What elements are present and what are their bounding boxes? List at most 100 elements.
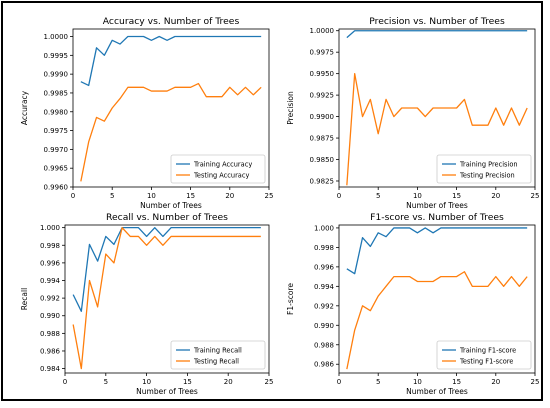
legend-label: Testing Precision bbox=[459, 172, 515, 180]
legend-label: Training Precision bbox=[459, 161, 518, 169]
chart-panel-4: F1-score vs. Number of Trees 0 5 10 15 20 25 Nu… bbox=[286, 212, 539, 396]
x-tick-label: 25 bbox=[531, 192, 540, 200]
x-tick-label: 0 bbox=[71, 192, 75, 200]
series-line-testing-recall bbox=[72, 226, 261, 370]
y-tick-label: 0.998 bbox=[314, 244, 334, 252]
legend-label: Testing F1-score bbox=[459, 358, 513, 366]
y-tick-label: 0.994 bbox=[40, 277, 61, 285]
legend-label: Training F1-score bbox=[459, 347, 516, 355]
series-line-testing-precision bbox=[346, 73, 528, 186]
y-axis-label: Precision bbox=[286, 91, 295, 125]
x-axis-label: Number of Trees bbox=[406, 201, 468, 210]
y-tick-label: 0.996 bbox=[40, 259, 61, 267]
y-tick-label: 0.9965 bbox=[44, 165, 69, 173]
y-tick-label: 0.9975 bbox=[310, 49, 335, 57]
y-tick-label: 0.9975 bbox=[44, 127, 69, 135]
legend: Training Precision Testing Precision bbox=[436, 154, 532, 184]
x-tick-label: 15 bbox=[452, 192, 461, 200]
y-tick-label: 0.9825 bbox=[310, 177, 335, 185]
chart-title: Accuracy vs. Number of Trees bbox=[103, 16, 240, 27]
x-tick-label: 15 bbox=[186, 192, 195, 200]
x-tick-label: 10 bbox=[147, 192, 156, 200]
y-tick-label: 0.998 bbox=[40, 242, 60, 250]
y-tick-label: 1.000 bbox=[40, 224, 60, 232]
x-tick-label: 5 bbox=[376, 378, 380, 386]
y-tick-label: 0.9875 bbox=[310, 135, 335, 143]
y-tick-label: 0.9970 bbox=[44, 146, 69, 154]
y-tick-label: 0.994 bbox=[314, 283, 335, 291]
chart-title: Recall vs. Number of Trees bbox=[106, 212, 228, 223]
y-tick-label: 0.990 bbox=[314, 322, 334, 330]
y-tick-label: 0.9985 bbox=[44, 89, 69, 97]
x-tick-label: 0 bbox=[63, 378, 67, 386]
x-axis-label: Number of Trees bbox=[406, 387, 468, 396]
x-tick-label: 0 bbox=[337, 378, 341, 386]
x-tick-label: 20 bbox=[491, 378, 500, 386]
y-axis-label: F1-score bbox=[286, 283, 295, 315]
series-line-training-precision bbox=[346, 30, 528, 39]
y-tick-label: 0.9980 bbox=[44, 108, 69, 116]
y-tick-label: 0.9960 bbox=[44, 184, 69, 192]
legend-box bbox=[436, 154, 532, 184]
x-tick-label: 25 bbox=[265, 192, 274, 200]
y-tick-label: 0.984 bbox=[40, 365, 61, 373]
y-tick-label: 0.9995 bbox=[44, 52, 69, 60]
x-tick-label: 25 bbox=[531, 378, 540, 386]
series-line-testing-accuracy bbox=[80, 82, 262, 182]
x-tick-label: 20 bbox=[491, 192, 500, 200]
chart-title: Precision vs. Number of Trees bbox=[369, 16, 505, 27]
y-tick-label: 0.988 bbox=[314, 341, 334, 349]
y-tick-label: 0.986 bbox=[40, 347, 61, 355]
chart-panel-1: Accuracy vs. Number of Trees 0 5 10 15 20 25 Nu… bbox=[20, 16, 273, 210]
y-tick-label: 0.986 bbox=[314, 361, 335, 369]
y-tick-label: 0.9850 bbox=[310, 156, 335, 164]
figure-frame: Accuracy vs. Number of Trees 0 5 10 15 20 25 Nu… bbox=[1, 1, 543, 401]
legend-box bbox=[436, 340, 532, 370]
x-tick-label: 15 bbox=[452, 378, 461, 386]
x-tick-label: 20 bbox=[224, 378, 233, 386]
y-tick-label: 1.000 bbox=[314, 224, 334, 232]
y-tick-label: 0.9990 bbox=[44, 71, 69, 79]
series-line-training-recall bbox=[72, 226, 261, 312]
legend: Training Accuracy Testing Accuracy bbox=[170, 154, 266, 184]
y-tick-label: 0.9950 bbox=[310, 70, 335, 78]
legend: Training F1-score Testing F1-score bbox=[436, 340, 532, 370]
x-axis-label: Number of Trees bbox=[140, 201, 202, 210]
x-tick-label: 5 bbox=[104, 378, 108, 386]
x-tick-label: 20 bbox=[225, 192, 234, 200]
x-tick-label: 25 bbox=[265, 378, 274, 386]
x-tick-label: 0 bbox=[337, 192, 341, 200]
series-line-training-accuracy bbox=[80, 35, 262, 87]
chart-panel-2: Precision vs. Number of Trees 0 5 10 15 20 25 N… bbox=[286, 16, 539, 210]
y-tick-label: 0.996 bbox=[314, 263, 335, 271]
legend-box bbox=[170, 154, 266, 184]
y-tick-label: 0.992 bbox=[314, 302, 334, 310]
x-tick-label: 5 bbox=[110, 192, 114, 200]
x-tick-label: 15 bbox=[183, 378, 192, 386]
x-tick-label: 10 bbox=[413, 192, 422, 200]
y-tick-label: 0.9925 bbox=[310, 92, 335, 100]
chart-title: F1-score vs. Number of Trees bbox=[370, 212, 504, 223]
legend-label: Training Accuracy bbox=[193, 161, 252, 169]
y-tick-label: 0.990 bbox=[40, 312, 60, 320]
series-line-testing-f1-score bbox=[346, 271, 528, 370]
y-tick-label: 0.988 bbox=[40, 330, 60, 338]
legend-label: Testing Recall bbox=[193, 358, 239, 366]
y-tick-label: 0.992 bbox=[40, 295, 60, 303]
legend: Training Recall Testing Recall bbox=[170, 340, 266, 370]
y-tick-label: 1.0000 bbox=[44, 33, 69, 41]
legend-label: Testing Accuracy bbox=[193, 172, 249, 180]
chart-panel-3: Recall vs. Number of Trees 0 5 10 15 20 25 Numb… bbox=[20, 212, 273, 396]
y-axis-label: Accuracy bbox=[20, 90, 29, 125]
x-tick-label: 10 bbox=[142, 378, 151, 386]
legend-box bbox=[170, 340, 266, 370]
series-line-training-f1-score bbox=[346, 227, 528, 275]
y-tick-label: 1.0000 bbox=[310, 27, 335, 35]
y-axis-label: Recall bbox=[20, 288, 29, 310]
figure-canvas: Accuracy vs. Number of Trees 0 5 10 15 20 25 Nu… bbox=[20, 16, 539, 396]
y-tick-label: 0.9900 bbox=[310, 113, 335, 121]
x-axis-label: Number of Trees bbox=[136, 387, 198, 396]
x-tick-label: 10 bbox=[413, 378, 422, 386]
x-tick-label: 5 bbox=[376, 192, 380, 200]
legend-label: Training Recall bbox=[193, 347, 242, 355]
